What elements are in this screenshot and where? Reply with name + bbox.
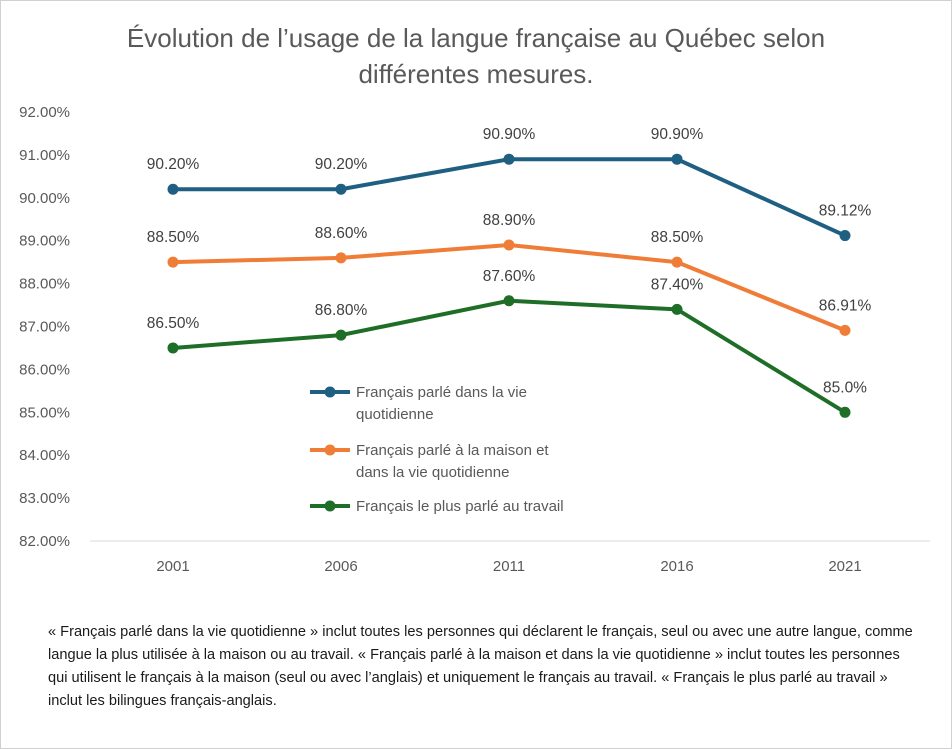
legend-marker — [324, 386, 336, 398]
data-label: 88.60% — [315, 225, 368, 242]
x-tick-label: 2016 — [660, 558, 693, 575]
data-label: 86.91% — [819, 297, 872, 314]
legend-marker — [324, 444, 336, 456]
data-point — [335, 329, 347, 341]
data-point — [671, 153, 683, 165]
footnote: « Français parlé dans la vie quotidienne… — [48, 624, 913, 709]
data-label: 87.40% — [651, 276, 704, 293]
data-point — [167, 256, 179, 268]
y-tick-label: 89.00% — [19, 233, 70, 250]
data-label: 86.50% — [147, 315, 200, 332]
data-label: 90.20% — [315, 156, 368, 173]
data-point — [671, 256, 683, 268]
y-tick-label: 82.00% — [19, 533, 70, 550]
data-point — [503, 239, 515, 251]
legend-item-1: Français parlé dans la vie quotidienne — [310, 384, 527, 423]
data-point — [167, 183, 179, 195]
y-tick-label: 87.00% — [19, 319, 70, 336]
data-point — [167, 342, 179, 354]
data-label: 90.90% — [651, 126, 704, 143]
legend-item-3: Français le plus parlé au travail — [310, 498, 564, 515]
chart-title: Évolution de l’usage de la langue frança… — [126, 23, 826, 89]
x-tick-label: 2021 — [828, 558, 861, 575]
data-label: 88.90% — [483, 212, 536, 229]
legend-label: Français parlé dans la vie — [356, 384, 527, 401]
legend: Français parlé dans la viequotidienneFra… — [310, 384, 564, 515]
data-point — [839, 324, 851, 336]
y-tick-label: 85.00% — [19, 404, 70, 421]
legend-label: Français le plus parlé au travail — [356, 498, 564, 515]
data-label: 85.0% — [823, 379, 867, 396]
x-axis: 2001 2006 2011 2016 2021 — [90, 540, 930, 575]
legend-label: dans la vie quotidienne — [356, 464, 509, 481]
y-tick-label: 84.00% — [19, 447, 70, 464]
y-tick-label: 86.00% — [19, 361, 70, 378]
legend-label: Français parlé à la maison et — [356, 442, 549, 459]
data-point — [335, 183, 347, 195]
line-chart: 82.00% 83.00% 84.00% 85.00% 86.00% 87.00% 88.0… — [19, 104, 930, 575]
data-label: 89.12% — [819, 203, 872, 220]
x-tick-label: 2001 — [156, 558, 189, 575]
series-line — [171, 242, 847, 333]
data-label: 90.20% — [147, 156, 200, 173]
y-tick-label: 92.00% — [19, 104, 70, 121]
series-1: 90.20% 90.20% 90.90% 90.90% 89.12% — [147, 126, 872, 242]
series-3: 86.50% 86.80% 87.60% 87.40% 85.0% — [147, 268, 867, 418]
legend-label: quotidienne — [356, 406, 434, 423]
data-label: 88.50% — [651, 229, 704, 246]
data-label: 87.60% — [483, 268, 536, 285]
data-point — [671, 303, 683, 315]
y-tick-label: 88.00% — [19, 276, 70, 293]
y-tick-label: 83.00% — [19, 490, 70, 507]
series-2: 88.50% 88.60% 88.90% 88.50% 86.91% — [147, 212, 872, 336]
data-point — [335, 252, 347, 264]
data-point — [503, 295, 515, 307]
y-axis: 82.00% 83.00% 84.00% 85.00% 86.00% 87.00% 88.0… — [19, 104, 70, 550]
data-point — [503, 153, 515, 165]
y-tick-label: 91.00% — [19, 147, 70, 164]
series-layer: 90.20% 90.20% 90.90% 90.90% 89.12% 88.50% 88.6… — [147, 126, 872, 418]
legend-item-2: Français parlé à la maison et dans la vie… — [310, 442, 549, 481]
data-label: 90.90% — [483, 126, 536, 143]
x-tick-label: 2006 — [324, 558, 357, 575]
x-tick-label: 2011 — [493, 558, 525, 575]
data-label: 88.50% — [147, 229, 200, 246]
y-tick-label: 90.00% — [19, 190, 70, 207]
data-label: 86.80% — [315, 302, 368, 319]
legend-marker — [324, 500, 336, 512]
data-point — [839, 406, 851, 418]
data-point — [839, 230, 851, 242]
